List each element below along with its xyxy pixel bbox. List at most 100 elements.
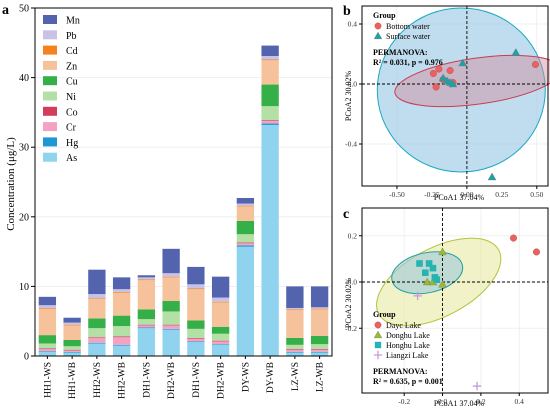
bar-segment-mn — [63, 317, 81, 323]
bar-chart-legend: Mn Pb Cd Zn Cu Ni Co Cr Hg As — [43, 15, 80, 164]
bar-segment-mn — [236, 198, 255, 204]
legend-swatch-zn — [43, 60, 57, 70]
bar-segment-cr — [137, 325, 156, 328]
x-tick-label: -0.2 — [398, 397, 410, 406]
bar-segment-pb — [137, 277, 156, 280]
legend-swatch-cu — [43, 76, 57, 86]
bar-segment-zn — [236, 206, 255, 221]
data-point-bottom-water — [429, 69, 437, 77]
permanova-result: R² = 0.031, p = 0.976 — [373, 58, 443, 67]
legend-swatch-cd — [43, 45, 57, 55]
legend-swatch-cr — [43, 122, 57, 132]
data-point-honghu-lake — [416, 260, 423, 267]
bar-segment-ni — [261, 106, 279, 121]
bar-segment-as — [310, 352, 329, 356]
bar-segment-mn — [137, 275, 156, 278]
data-point-donghu-lake — [438, 247, 447, 256]
y-tick-label: -0.2 — [345, 324, 357, 333]
y-tick-label: 0.0 — [348, 80, 358, 89]
x-tick-label: 0.0 — [438, 397, 448, 406]
panel-a: a Concentration (μg/L) 0 10 20 30 40 50 HH1-W… — [2, 3, 333, 399]
bar-segment-as — [211, 344, 230, 356]
bar-segment-mn — [88, 269, 106, 295]
bar-segment-zn — [187, 289, 205, 321]
data-point-surface-water — [458, 58, 467, 67]
bar-segment-cu — [88, 318, 106, 329]
y-tick-label: 50 — [19, 4, 29, 15]
bar-segment-zn — [261, 60, 279, 85]
x-tick-label: HH2-WS — [93, 362, 103, 398]
bar-segment-ni — [236, 234, 255, 243]
bar-segment-pb — [187, 284, 205, 289]
bar-segment-pb — [211, 297, 230, 302]
bar-segment-ni — [38, 343, 57, 349]
y-tick-label: 0 — [24, 352, 29, 363]
bar-segment-zn — [162, 277, 180, 302]
legend-label-as: As — [66, 153, 77, 164]
legend-marker-bottom-water — [374, 22, 382, 30]
bar-segment-as — [187, 342, 205, 356]
x-tick-label: 0.2 — [476, 397, 486, 406]
data-point-donghu-lake — [438, 279, 447, 288]
bar-segment-cu — [63, 339, 81, 347]
bar-segment-cu — [137, 309, 156, 320]
bar-segment-cd — [162, 276, 180, 278]
legend-title: Group — [373, 310, 396, 319]
y-tick-label: -0.4 — [345, 140, 357, 149]
bar-segment-pb — [236, 203, 255, 206]
y-tick-label: 0.2 — [348, 231, 358, 240]
bar-segment-as — [261, 124, 279, 356]
data-point-dayc-lake — [532, 248, 540, 256]
x-tick-label: LZ-WS — [291, 362, 301, 391]
bar-segment-cr — [236, 243, 255, 246]
bar-segment-co — [187, 337, 205, 339]
bar-segment-hg — [187, 341, 205, 343]
bar-segment-cr — [162, 325, 180, 329]
bar-segment-cr — [187, 338, 205, 342]
bar-segment-pb — [162, 273, 180, 277]
bar-segment-zn — [38, 308, 57, 336]
bar-segment-ni — [211, 333, 230, 341]
bar-segment-cu — [187, 320, 205, 329]
bar-segment-zn — [137, 280, 156, 310]
y-tick-label: 30 — [19, 143, 29, 154]
x-tick-label: DH1-WS — [142, 362, 152, 398]
bar-segment-hg — [286, 351, 304, 353]
legend-swatch-pb — [43, 30, 57, 40]
bar-segment-cr — [211, 341, 230, 345]
bar-segment-pb — [88, 294, 106, 299]
permanova-title: PERMANOVA: — [373, 48, 428, 57]
plot-frame — [34, 7, 333, 357]
bar-segment-cd — [236, 205, 255, 207]
y-tick-label: 20 — [19, 212, 29, 223]
data-point-surface-water — [487, 172, 497, 181]
bar-segment-mn — [162, 248, 180, 274]
bar-segment-co — [112, 336, 131, 338]
y-tick-label: 0.4 — [348, 20, 358, 29]
x-tick-label: 0.00 — [460, 190, 473, 199]
legend-label-liangzi-lake: Liangzi Lake — [386, 351, 429, 360]
pcoa-c-ylabel: PCoA2 30.02% — [344, 278, 353, 329]
data-point-surface-water — [448, 79, 458, 88]
bar-segment-hg — [63, 351, 81, 353]
bar-segment-hg — [236, 245, 255, 247]
bar-segment-cd — [137, 279, 156, 281]
legend-label-cr: Cr — [66, 123, 77, 134]
bar-segment-zn — [63, 325, 81, 340]
bar-segment-cr — [112, 337, 131, 345]
panel-label-b: b — [343, 4, 351, 19]
legend-marker-honghu-lake — [374, 341, 382, 349]
pcoa-b-ylabel: PCoA2 30.02% — [344, 71, 353, 122]
bar-segment-co — [310, 349, 329, 350]
data-point-bottom-water — [432, 83, 440, 91]
bar-segment-cd — [286, 309, 304, 311]
bar-segment-cd — [88, 298, 106, 299]
x-tick-label: -0.25 — [424, 190, 440, 199]
bar-segment-cr — [261, 120, 279, 124]
bar-segment-hg — [211, 344, 230, 345]
legend-marker-liangzi-lake — [373, 350, 383, 360]
bar-segment-cd — [112, 291, 131, 293]
bar-chart-xticks: HH1-WS HH1-WB HH2-WS HH2-WB DH1-WS DH2-WB DH1-… — [43, 356, 326, 399]
